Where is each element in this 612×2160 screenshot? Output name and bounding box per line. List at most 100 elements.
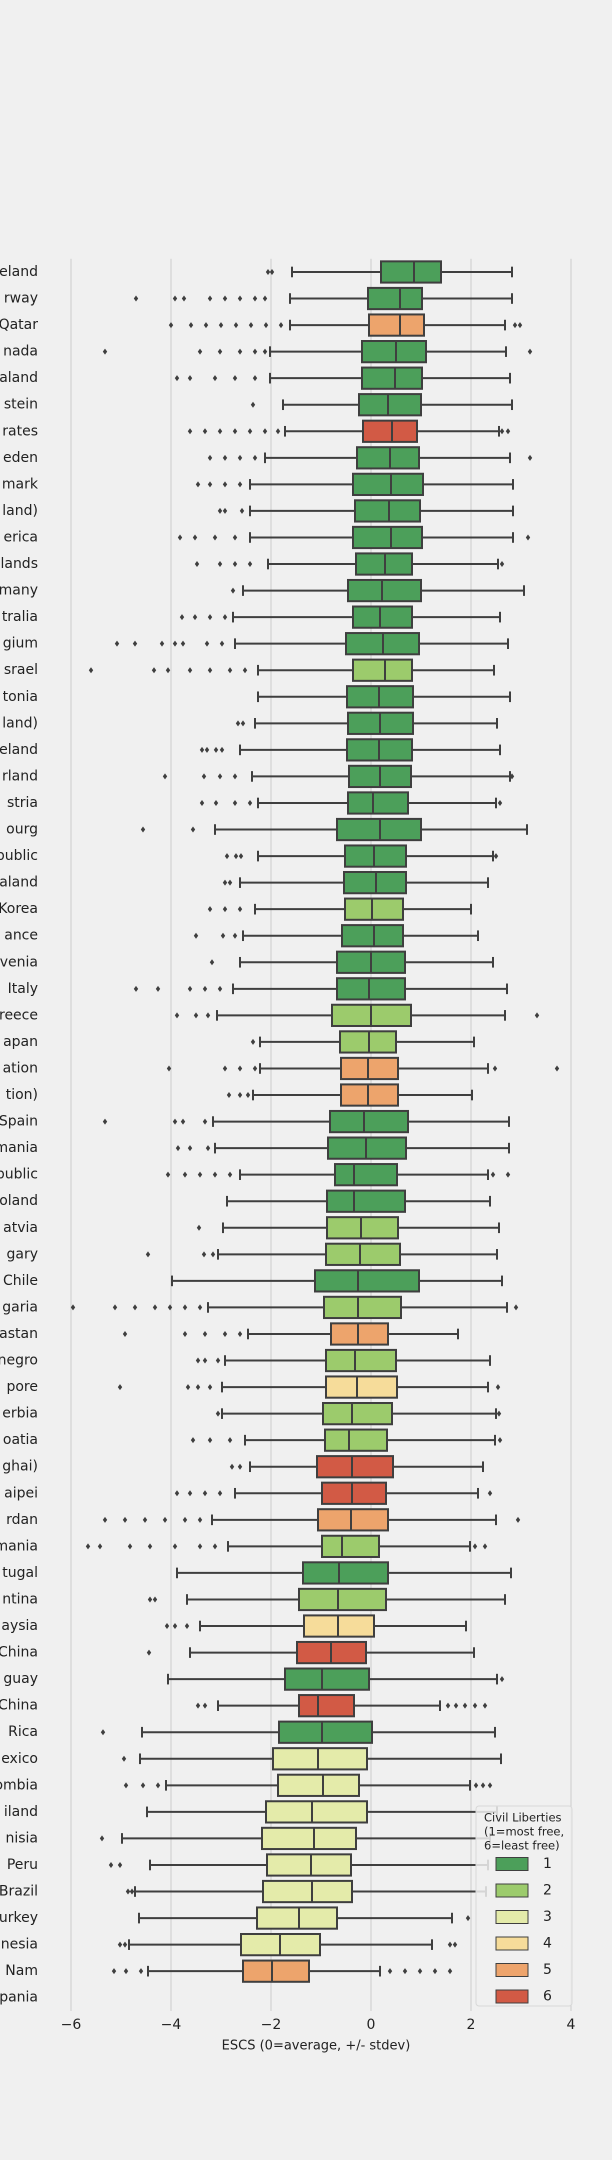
outlier (262, 348, 268, 355)
outlier (205, 1012, 211, 1019)
y-tick-label: apan (3, 1034, 38, 1050)
outlier (232, 773, 238, 780)
y-tick-label: ghai) (2, 1459, 38, 1475)
y-tick-label: Rica (8, 1724, 38, 1740)
outlier (181, 295, 187, 302)
y-tick-label: Nam (5, 1963, 38, 1979)
outlier (499, 428, 505, 435)
outlier (213, 746, 219, 753)
x-axis-label: ESCS (0=average, +/- stdev) (222, 2039, 411, 2054)
outlier (487, 1490, 493, 1497)
outlier (215, 1410, 221, 1417)
outlier (227, 1171, 233, 1178)
y-tick-label: oland (0, 1193, 38, 1209)
outlier (490, 1171, 496, 1178)
outlier (237, 481, 243, 488)
outlier (218, 322, 224, 329)
outlier (152, 1596, 158, 1603)
outlier (499, 561, 505, 568)
outlier (180, 640, 186, 647)
outlier (212, 375, 218, 382)
box (272, 1747, 368, 1771)
y-tick-label: iland (4, 1804, 38, 1820)
outlier (129, 1888, 135, 1895)
y-tick-label: eland (0, 264, 38, 280)
outlier (554, 1065, 560, 1072)
legend-swatch (495, 1857, 529, 1871)
legend-label: 5 (543, 1962, 552, 1978)
y-tick-label: land) (2, 503, 38, 519)
outlier (185, 1384, 191, 1391)
outlier (132, 1304, 138, 1311)
outlier (151, 667, 157, 674)
y-tick-label: pore (6, 1379, 38, 1395)
outlier (525, 534, 531, 541)
outlier (182, 1304, 188, 1311)
outlier (252, 295, 258, 302)
box (334, 1163, 398, 1187)
outlier (472, 1543, 478, 1550)
outlier (513, 1304, 519, 1311)
box (356, 446, 420, 470)
outlier (182, 1171, 188, 1178)
y-tick-label: tralia (2, 609, 38, 625)
y-tick-label: China (0, 1645, 38, 1661)
outlier (193, 932, 199, 939)
outlier (527, 454, 533, 461)
outlier (219, 640, 225, 647)
outlier (210, 1251, 216, 1258)
box (256, 1906, 338, 1930)
box (344, 897, 404, 921)
outlier (237, 1092, 243, 1099)
box (317, 1508, 389, 1532)
outlier (248, 322, 254, 329)
y-tick-label: gium (3, 636, 38, 652)
x-tick-label: −6 (61, 2017, 82, 2033)
outlier (252, 454, 258, 461)
outlier (220, 932, 226, 939)
box (361, 340, 427, 364)
outlier (269, 268, 275, 275)
box (284, 1667, 370, 1691)
outlier (495, 1384, 501, 1391)
y-tick-label: guay (3, 1671, 38, 1687)
box (324, 1428, 388, 1452)
outlier (237, 1065, 243, 1072)
outlier (102, 1516, 108, 1523)
box (347, 578, 422, 603)
outlier (159, 640, 165, 647)
outlier (473, 1782, 479, 1789)
outlier (167, 1304, 173, 1311)
y-tick-label: atvia (3, 1220, 38, 1236)
y-tick-label: Brazil (0, 1884, 38, 1900)
outlier (195, 1384, 201, 1391)
outlier (202, 1118, 208, 1125)
y-tick-label: tion) (6, 1087, 38, 1103)
outlier (127, 1543, 133, 1550)
legend-swatch (495, 1963, 529, 1977)
outlier (493, 853, 499, 860)
outlier (195, 481, 201, 488)
outlier (192, 614, 198, 621)
box (380, 260, 442, 284)
outlier (175, 1145, 181, 1152)
outlier (172, 1623, 178, 1630)
outlier (452, 1941, 458, 1948)
y-tick-label: land) (2, 715, 38, 731)
outlier (196, 1224, 202, 1231)
outlier (152, 1304, 158, 1311)
outlier (250, 401, 256, 408)
outlier (232, 932, 238, 939)
y-tick-label: public (0, 848, 38, 864)
outlier (226, 1092, 232, 1099)
outlier (102, 1118, 108, 1125)
outlier (172, 295, 178, 302)
outlier (182, 1516, 188, 1523)
outlier (182, 1330, 188, 1337)
outlier (140, 1782, 146, 1789)
outlier (432, 1968, 438, 1975)
outlier (194, 561, 200, 568)
box (323, 1295, 402, 1320)
box (262, 1879, 353, 1904)
